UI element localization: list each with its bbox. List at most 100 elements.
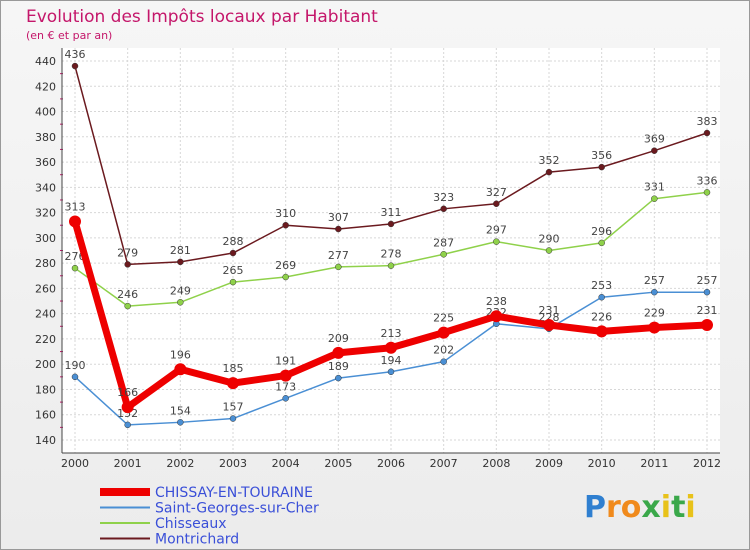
data-label: 313 bbox=[65, 200, 86, 213]
data-point bbox=[493, 238, 500, 245]
data-point bbox=[282, 395, 289, 402]
x-tick-label: 2011 bbox=[640, 457, 668, 470]
y-tick-label: 280 bbox=[35, 257, 56, 270]
data-point bbox=[493, 200, 500, 208]
data-point bbox=[440, 251, 447, 258]
data-point bbox=[598, 163, 605, 171]
data-label: 166 bbox=[117, 386, 138, 399]
data-point bbox=[177, 419, 184, 426]
data-label: 228 bbox=[539, 311, 560, 324]
data-label: 277 bbox=[328, 249, 349, 262]
data-label: 194 bbox=[381, 354, 402, 367]
data-point bbox=[124, 261, 131, 268]
y-tick-label: 320 bbox=[35, 207, 56, 220]
data-point bbox=[545, 247, 553, 254]
data-label: 297 bbox=[486, 224, 507, 237]
data-label: 257 bbox=[697, 274, 718, 287]
data-point bbox=[703, 189, 711, 196]
y-tick-label: 420 bbox=[35, 80, 56, 93]
y-tick-label: 440 bbox=[35, 55, 56, 68]
legend-label: Chisseaux bbox=[155, 516, 226, 532]
data-point bbox=[387, 220, 395, 228]
data-label: 229 bbox=[644, 307, 665, 320]
logo-letter: t bbox=[671, 490, 685, 525]
data-label: 225 bbox=[433, 312, 454, 325]
data-label: 253 bbox=[591, 279, 612, 292]
data-label: 190 bbox=[65, 359, 86, 372]
x-tick-label: 2001 bbox=[114, 457, 142, 470]
data-label: 231 bbox=[539, 304, 560, 317]
data-label: 336 bbox=[697, 174, 718, 187]
data-point bbox=[174, 363, 187, 376]
data-point bbox=[229, 415, 237, 422]
logo-letter: x bbox=[641, 490, 660, 525]
data-label: 173 bbox=[275, 380, 296, 393]
legend-label: CHISSAY-EN-TOURAINE bbox=[155, 485, 313, 501]
data-point bbox=[598, 239, 605, 247]
y-tick-label: 360 bbox=[35, 156, 56, 169]
data-point bbox=[335, 374, 342, 382]
data-point bbox=[648, 321, 661, 334]
data-label: 257 bbox=[644, 274, 665, 287]
logo-letter: i bbox=[685, 490, 695, 525]
data-label: 209 bbox=[328, 332, 349, 345]
data-point bbox=[440, 205, 447, 213]
legend-label: Saint-Georges-sur-Cher bbox=[155, 501, 319, 517]
x-tick-label: 2009 bbox=[535, 457, 563, 470]
x-tick-label: 2008 bbox=[482, 457, 510, 470]
logo-letter: r bbox=[606, 490, 621, 525]
x-tick-label: 2000 bbox=[61, 457, 89, 470]
data-point bbox=[227, 377, 239, 390]
y-tick-label: 140 bbox=[35, 434, 56, 447]
data-label: 246 bbox=[117, 288, 138, 301]
data-label: 213 bbox=[381, 327, 402, 340]
data-label: 290 bbox=[539, 233, 560, 246]
y-tick-label: 300 bbox=[35, 232, 56, 245]
y-tick-label: 220 bbox=[35, 333, 56, 346]
data-point bbox=[124, 421, 131, 429]
x-tick-label: 2003 bbox=[219, 457, 247, 470]
data-label: 269 bbox=[275, 259, 296, 272]
data-label: 185 bbox=[223, 362, 244, 375]
data-label: 279 bbox=[117, 246, 138, 259]
y-tick-label: 180 bbox=[35, 383, 56, 396]
data-label: 231 bbox=[697, 304, 718, 317]
x-tick-label: 2005 bbox=[324, 457, 352, 470]
data-point bbox=[701, 319, 713, 332]
data-label: 307 bbox=[328, 211, 349, 224]
y-tick-label: 400 bbox=[35, 106, 56, 119]
chart-title: Evolution des Impôts locaux par Habitant bbox=[26, 7, 378, 27]
data-point bbox=[490, 310, 503, 323]
data-label: 310 bbox=[275, 207, 296, 220]
x-tick-label: 2006 bbox=[377, 457, 405, 470]
data-point bbox=[69, 215, 81, 228]
data-label: 226 bbox=[591, 310, 612, 323]
y-tick-label: 240 bbox=[35, 308, 56, 321]
data-label: 436 bbox=[65, 48, 86, 61]
data-point bbox=[598, 293, 605, 301]
data-label: 327 bbox=[486, 186, 507, 199]
data-point bbox=[703, 288, 711, 296]
data-point bbox=[177, 299, 184, 306]
x-tick-label: 2012 bbox=[693, 457, 721, 470]
data-point bbox=[229, 249, 237, 257]
data-point bbox=[71, 62, 79, 70]
data-point bbox=[71, 264, 79, 272]
data-point bbox=[229, 278, 237, 286]
data-label: 352 bbox=[539, 154, 560, 167]
data-label: 356 bbox=[591, 149, 612, 162]
data-label: 288 bbox=[223, 235, 244, 248]
data-label: 249 bbox=[170, 284, 191, 297]
data-label: 202 bbox=[433, 344, 454, 357]
data-label: 157 bbox=[223, 401, 244, 414]
data-label: 191 bbox=[275, 355, 296, 368]
x-tick-label: 2002 bbox=[166, 457, 194, 470]
proxiti-logo: Proxiti bbox=[584, 490, 696, 525]
data-point bbox=[335, 225, 342, 233]
data-point bbox=[335, 263, 342, 271]
logo-letter: P bbox=[584, 490, 606, 525]
data-point bbox=[177, 258, 184, 266]
data-point bbox=[124, 302, 131, 310]
data-point bbox=[703, 129, 711, 137]
data-label: 331 bbox=[644, 181, 665, 194]
